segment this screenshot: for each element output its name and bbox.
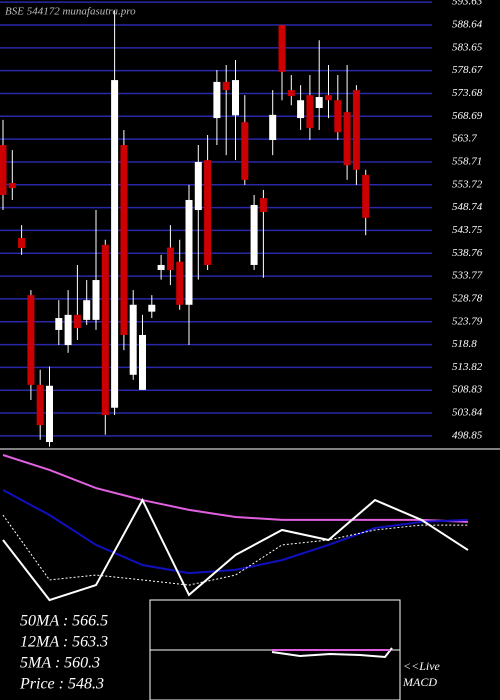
candle-body	[352, 90, 360, 170]
y-tick-label: 558.71	[452, 155, 482, 167]
candle-body	[334, 100, 342, 133]
candle-body	[213, 81, 221, 119]
indicator-line	[2, 497, 469, 602]
candle-body	[101, 244, 109, 416]
candle-body	[36, 384, 44, 426]
indicator-panel	[2, 454, 469, 602]
y-tick-label: 508.83	[452, 384, 483, 396]
candles	[0, 10, 370, 447]
macd-label: MACD	[402, 675, 437, 689]
candle-body	[120, 145, 128, 335]
indicator-line	[2, 514, 468, 586]
y-tick-label: 518.8	[452, 338, 477, 350]
candle-body	[139, 334, 146, 390]
candle-body	[222, 81, 230, 91]
candle-body	[176, 261, 184, 305]
ma-label: 12MA : 563.3	[20, 634, 108, 651]
candle-body	[241, 122, 249, 180]
macd-line	[271, 647, 393, 659]
candle-body	[259, 198, 267, 212]
candle-body	[46, 385, 53, 443]
candle-body	[111, 80, 119, 408]
y-tick-label: 593.63	[452, 0, 483, 8]
candle-body	[287, 90, 295, 97]
candle-body	[27, 295, 35, 385]
candle-body	[278, 25, 286, 72]
y-tick-label: 548.74	[452, 201, 483, 213]
candle-body	[18, 237, 26, 249]
candle-body	[315, 97, 323, 108]
candle-body	[250, 205, 258, 265]
candle-body	[166, 247, 174, 270]
candle-body	[204, 160, 212, 265]
y-tick-label: 583.65	[452, 41, 483, 53]
candle-body	[83, 300, 91, 320]
candle-body	[232, 80, 239, 116]
y-tick-label: 588.64	[452, 19, 483, 31]
candle-body	[148, 304, 156, 312]
candle-body	[129, 304, 137, 375]
y-tick-label: 568.69	[452, 110, 483, 122]
indicator-line	[2, 454, 469, 523]
candle-body	[362, 174, 370, 218]
y-tick-label: 543.75	[452, 224, 483, 236]
candle-body	[8, 183, 16, 189]
candle-body	[185, 199, 193, 305]
candle-body	[343, 112, 351, 166]
live-label: <<Live	[403, 659, 441, 673]
candle-body	[64, 314, 72, 346]
y-tick-label: 538.76	[452, 247, 483, 259]
y-tick-label: 513.82	[452, 361, 483, 373]
candle-body	[92, 280, 100, 320]
y-tick-label: 573.68	[452, 87, 483, 99]
y-tick-label: 498.85	[452, 429, 483, 441]
y-tick-label: 563.7	[452, 133, 477, 145]
candle-body	[306, 95, 314, 129]
y-tick-label: 523.79	[452, 315, 483, 327]
indicator-line	[2, 489, 469, 575]
candle-body	[269, 114, 277, 141]
y-tick-label: 553.72	[452, 178, 483, 190]
ma-label: 5MA : 560.3	[20, 655, 100, 672]
candle-body	[0, 145, 7, 195]
candle-body	[325, 95, 332, 101]
chart-title: BSE 544172 munafasutra.pro	[5, 6, 136, 18]
candle-body	[55, 318, 63, 330]
y-tick-label: 533.77	[452, 270, 483, 282]
candle-body	[194, 161, 202, 211]
candle-body	[297, 100, 305, 119]
y-tick-label: 503.84	[452, 407, 483, 419]
ma-label: 50MA : 566.5	[20, 613, 108, 630]
price-label: Price : 548.3	[19, 676, 104, 693]
y-tick-label: 578.67	[452, 64, 483, 76]
y-tick-label: 528.78	[452, 292, 483, 304]
candle-body	[73, 314, 81, 329]
candle-body	[157, 264, 165, 270]
